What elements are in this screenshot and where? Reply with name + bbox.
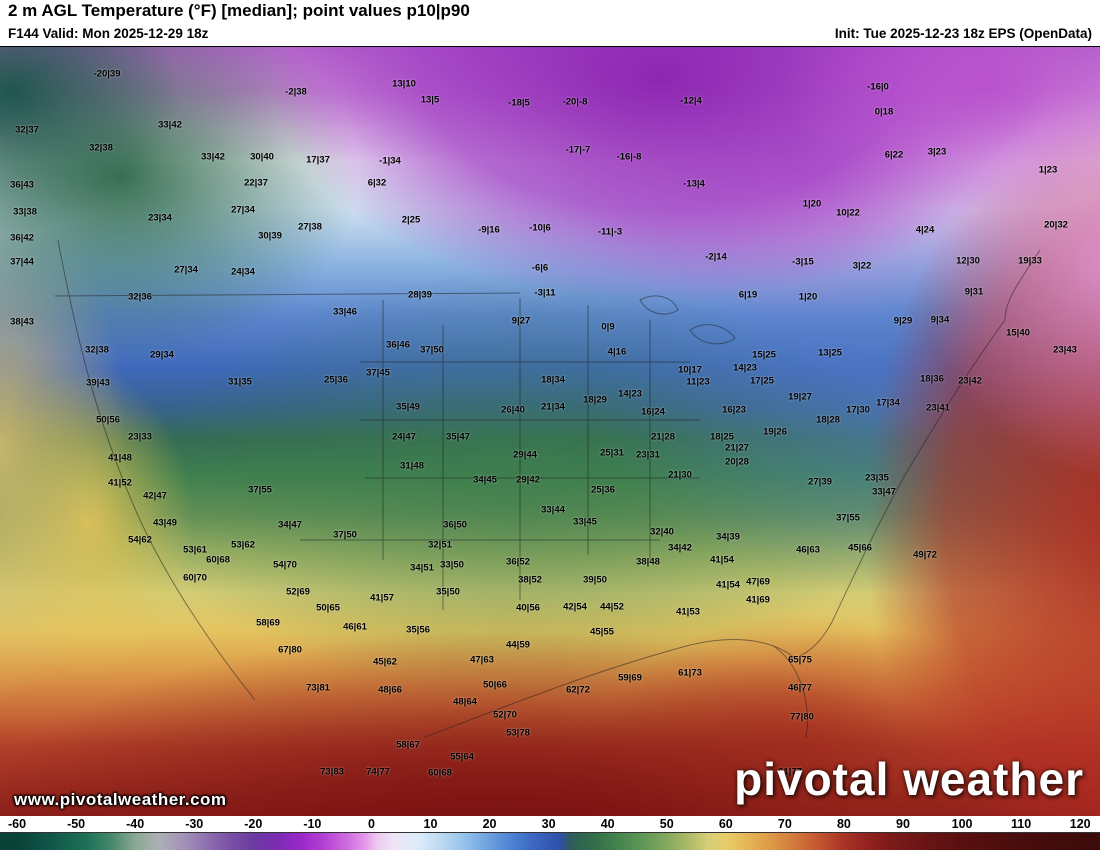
colorbar-tick-label: 20 [482, 817, 497, 831]
colorbar-tick-label: 40 [600, 817, 615, 831]
colorbar-tick-label: -20 [244, 817, 263, 831]
colorbar-tick-label: 60 [718, 817, 733, 831]
temperature-field-canvas [0, 46, 1100, 816]
colorbar-tick-label: 70 [777, 817, 792, 831]
colorbar-tick-label: 30 [541, 817, 556, 831]
colorbar-tick-label: 0 [367, 817, 375, 831]
colorbar-tick-label: -50 [67, 817, 86, 831]
colorbar-tick-label: 80 [836, 817, 851, 831]
colorbar-tick-label: 10 [423, 817, 438, 831]
colorbar-tick-label: 110 [1011, 817, 1032, 831]
colorbar-tick-label: 90 [896, 817, 910, 831]
map-title: 2 m AGL Temperature (°F) [median]; point… [8, 1, 470, 20]
colorbar-tick-label: 120 [1069, 817, 1091, 831]
header: 2 m AGL Temperature (°F) [median]; point… [0, 0, 1100, 47]
init-time: Init: Tue 2025-12-23 18z EPS (OpenData) [834, 26, 1092, 41]
colorbar-ticks: -60 -50 -40 -30 -20 -10 0 10 20 30 40 50 60 70 80 90 100… [0, 816, 1100, 832]
colorbar-tick-label: -40 [126, 817, 145, 831]
pivotal-weather-logo: pivotal weather [734, 753, 1084, 805]
watermark-url: www.pivotalweather.com [14, 790, 227, 809]
colorbar-tick-label: -10 [303, 817, 322, 831]
colorbar-gradient [0, 832, 1100, 850]
colorbar-tick-label: -60 [8, 817, 27, 831]
colorbar-tick-label: -30 [185, 817, 204, 831]
colorbar-tick-label: 50 [659, 817, 674, 831]
colorbar-tick-label: 100 [951, 817, 973, 831]
valid-time: F144 Valid: Mon 2025-12-29 18z [8, 26, 209, 41]
colorbar: -60 -50 -40 -30 -20 -10 0 10 20 30 40 50 60 70 80 90 100… [0, 816, 1100, 850]
